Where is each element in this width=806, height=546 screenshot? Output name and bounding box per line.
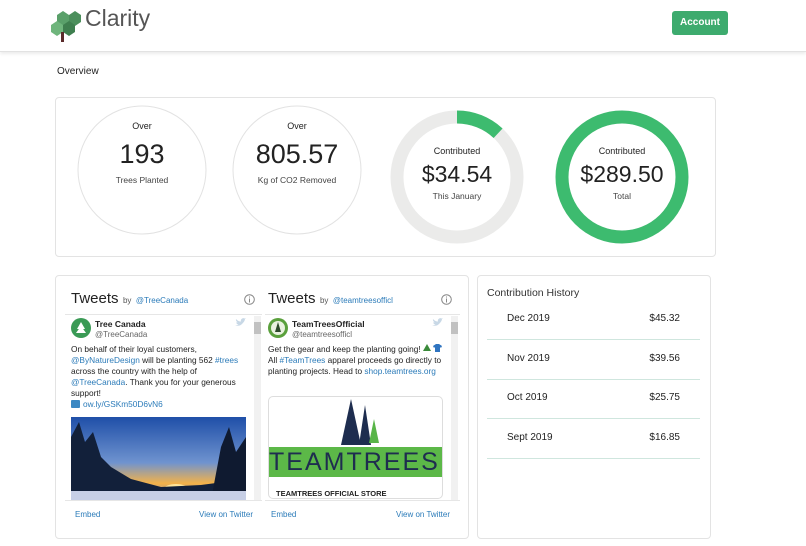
widget-header: Tweets by @teamtreesofficl bbox=[268, 290, 393, 308]
card-title: TEAMTREES OFFICIAL STORE bbox=[276, 489, 387, 498]
link[interactable]: @TreeCanada bbox=[71, 377, 126, 387]
section-title: Overview bbox=[57, 66, 99, 77]
widget-handle[interactable]: @teamtreesofficl bbox=[332, 296, 393, 305]
logo bbox=[51, 11, 81, 42]
history-month: Dec 2019 bbox=[507, 313, 550, 324]
author: Tree Canada bbox=[95, 319, 146, 329]
stat-label: Contributed bbox=[433, 146, 481, 156]
header bbox=[0, 0, 806, 52]
history-month: Sept 2019 bbox=[507, 431, 553, 443]
card-trees bbox=[341, 399, 379, 445]
view-on-twitter[interactable]: View on Twitter bbox=[199, 510, 253, 519]
card-logo: TEAMTREES bbox=[269, 447, 442, 477]
account-button[interactable]: Account bbox=[672, 11, 728, 35]
link[interactable]: @ByNatureDesign bbox=[71, 355, 140, 365]
text: All bbox=[268, 355, 280, 365]
link[interactable]: ow.ly/GSKm50D6vN6 bbox=[83, 399, 163, 409]
author-handle: @TreeCanada bbox=[95, 330, 148, 339]
stat-caption: Trees Planted bbox=[115, 175, 169, 185]
stat-circle bbox=[232, 105, 362, 235]
author: TeamTreesOfficial bbox=[292, 319, 365, 329]
stat-label: Over bbox=[287, 121, 307, 131]
link-card[interactable]: TEAMTREES TEAMTREES OFFICIAL STORE bbox=[268, 396, 443, 499]
ring-progress bbox=[555, 110, 689, 244]
text: will be planting 562 bbox=[139, 355, 216, 365]
scrollbar[interactable] bbox=[451, 316, 458, 500]
stat-circle bbox=[77, 105, 207, 235]
timeline bbox=[65, 314, 262, 501]
widget-by: by bbox=[319, 296, 329, 305]
stat: Over 193 Trees Planted bbox=[72, 121, 212, 185]
avatar bbox=[268, 318, 288, 338]
view-link[interactable]: View on Twitter bbox=[347, 510, 450, 519]
widget-handle[interactable]: @TreeCanada bbox=[135, 296, 189, 305]
stat-caption: This January bbox=[432, 191, 482, 201]
embed[interactable]: Embed bbox=[271, 510, 297, 519]
stat-label: Over bbox=[132, 121, 152, 131]
history-amount: $39.56 bbox=[649, 352, 680, 364]
row-separator bbox=[487, 457, 700, 459]
stat: Contributed $289.50 Total bbox=[552, 146, 692, 201]
embed-link[interactable]: Embed bbox=[75, 510, 100, 519]
row-separator bbox=[487, 339, 700, 340]
widget-by: by bbox=[122, 296, 132, 305]
view-link[interactable]: View on Twitter bbox=[150, 510, 253, 519]
widget-header: Tweets by @TreeCanada bbox=[71, 290, 188, 308]
history-card bbox=[477, 275, 711, 539]
stat: Over 805.57 Kg of CO2 Removed bbox=[227, 121, 367, 185]
stat-rings bbox=[77, 105, 689, 244]
stat-caption: Total bbox=[613, 191, 631, 201]
view-on-twitter[interactable]: View on Twitter bbox=[396, 510, 450, 519]
info-icon[interactable] bbox=[244, 294, 255, 305]
stat: Contributed $34.54 This January bbox=[387, 146, 527, 201]
avatar bbox=[71, 318, 91, 338]
stat-value: 805.57 bbox=[255, 139, 339, 169]
stat-caption: Kg of CO2 Removed bbox=[257, 175, 337, 185]
timeline bbox=[265, 314, 460, 501]
embed-link[interactable]: Embed bbox=[271, 510, 296, 519]
history-month: Nov 2019 bbox=[507, 352, 550, 364]
author-handle: @teamtreesofficl bbox=[292, 330, 352, 339]
history-title: Contribution History bbox=[487, 287, 580, 299]
text: Get the gear and keep the planting going… bbox=[268, 344, 423, 354]
link[interactable]: #TeamTrees bbox=[279, 355, 326, 365]
history-amount: $25.75 bbox=[649, 392, 680, 403]
tweet-text: Get the gear and keep the planting going… bbox=[268, 344, 446, 377]
twitter-icon[interactable] bbox=[432, 318, 443, 327]
tree-emoji bbox=[423, 344, 431, 351]
text: On behalf of their loyal customers, bbox=[71, 344, 197, 354]
embed[interactable]: Embed bbox=[75, 510, 101, 519]
history-amount: $45.32 bbox=[649, 313, 680, 324]
text: across the country with the help of bbox=[71, 366, 197, 376]
brand: Clarity bbox=[85, 5, 151, 31]
stat-label: Contributed bbox=[598, 146, 646, 156]
link[interactable]: #trees bbox=[215, 355, 239, 365]
stat-value: 193 bbox=[119, 139, 165, 169]
row-separator bbox=[487, 378, 700, 380]
history-month: Oct 2019 bbox=[507, 392, 548, 403]
widget-title: Tweets bbox=[268, 290, 316, 307]
twitter-icon[interactable] bbox=[235, 318, 246, 327]
row-separator bbox=[487, 418, 700, 419]
text: . Thank you for your generous support! bbox=[71, 377, 236, 398]
scrollbar[interactable] bbox=[254, 316, 261, 500]
tweet-image bbox=[71, 417, 246, 500]
shirt-emoji bbox=[433, 344, 443, 352]
widget-title: Tweets bbox=[71, 290, 119, 307]
tweet-text: On behalf of their loyal customers, @ByN… bbox=[71, 344, 249, 410]
arrow-icon bbox=[71, 400, 80, 408]
stat-value: $34.54 bbox=[421, 161, 493, 187]
stat-value: $289.50 bbox=[580, 161, 664, 187]
link[interactable]: shop.teamtrees.org bbox=[364, 366, 436, 376]
text: apparel proceeds go directly to planting… bbox=[268, 355, 442, 376]
ring-progress bbox=[390, 110, 524, 244]
history-amount: $16.85 bbox=[649, 431, 680, 443]
info-icon[interactable] bbox=[441, 294, 452, 305]
